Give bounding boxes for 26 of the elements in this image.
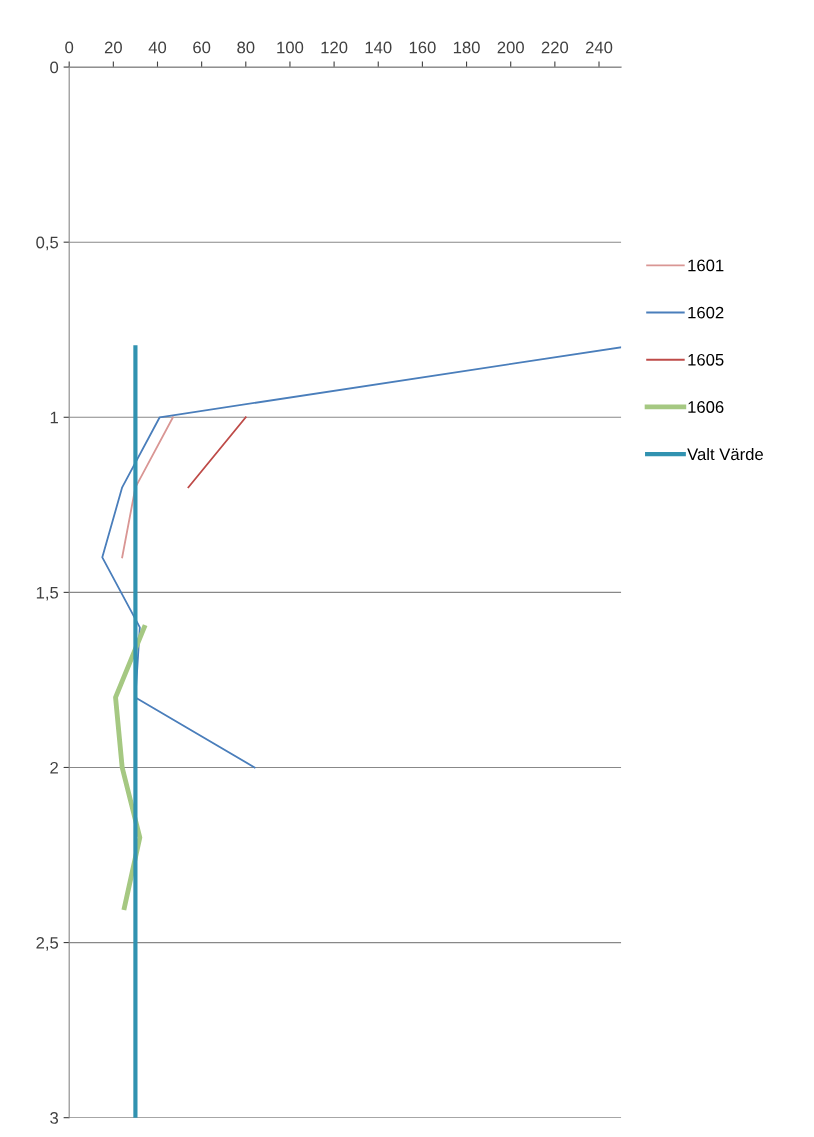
y-tick-label: 0 — [50, 61, 59, 74]
y-tick-label: 2,5 — [36, 936, 59, 951]
x-tick-label: 200 — [497, 41, 524, 54]
x-tick-label: 0 — [65, 41, 74, 54]
legend-label: 1606 — [688, 401, 724, 413]
legend-label: Valt Värde — [687, 447, 763, 461]
x-tick-label: 180 — [453, 41, 480, 54]
line-series — [101, 346, 622, 769]
legend-label: 1602 — [688, 306, 724, 319]
x-tick-label: 140 — [365, 41, 392, 54]
x-tick-label: 240 — [585, 41, 613, 54]
y-tick-label: 3 — [50, 1112, 59, 1124]
x-tick-label: 40 — [148, 41, 167, 54]
x-tick-label: 20 — [104, 41, 122, 54]
x-tick-label: 60 — [193, 41, 211, 54]
x-tick-label: 80 — [237, 41, 255, 54]
legend-label: 1605 — [688, 353, 724, 366]
y-tick-label: 0,5 — [36, 236, 59, 251]
x-tick-label: 160 — [409, 41, 436, 54]
y-tick-label: 1 — [50, 411, 58, 424]
y-tick-label: 1,5 — [36, 586, 59, 601]
x-tick-label: 100 — [277, 41, 304, 54]
y-tick-label: 2 — [50, 761, 58, 774]
legend-label: 1601 — [688, 259, 724, 272]
x-tick-label: 220 — [541, 41, 569, 54]
x-tick-label: 120 — [321, 41, 348, 54]
